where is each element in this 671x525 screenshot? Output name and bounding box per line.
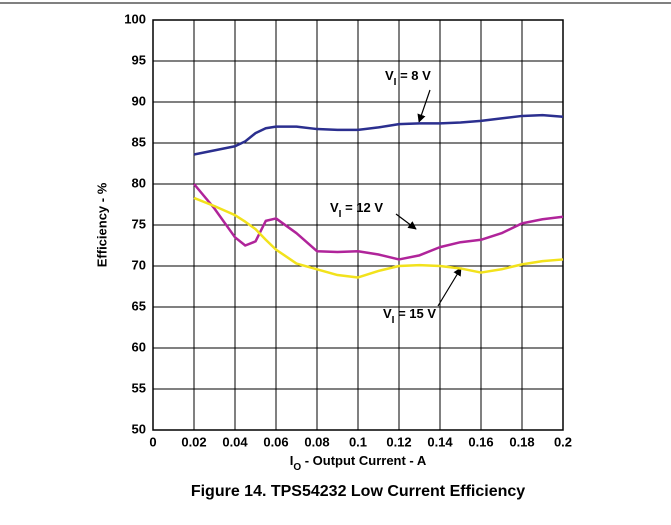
data-line bbox=[193, 196, 564, 279]
arrow bbox=[437, 267, 462, 307]
y-tick-label: 80 bbox=[132, 175, 146, 190]
y-tick-label: 85 bbox=[132, 134, 146, 149]
caption: Figure 14. TPS54232 Low Current Efficien… bbox=[191, 483, 525, 500]
y-tick-label: 90 bbox=[132, 93, 146, 108]
x-tick-label: 0.16 bbox=[468, 434, 493, 449]
data-line bbox=[193, 183, 564, 261]
y-tick-label: 95 bbox=[132, 52, 146, 67]
x-tick-label: 0.1 bbox=[349, 434, 367, 449]
y-tick-label: 60 bbox=[132, 339, 146, 354]
x-tick-label: 0.06 bbox=[263, 434, 288, 449]
text-rest: = 15 V bbox=[394, 306, 436, 321]
text-main: I bbox=[290, 453, 294, 468]
text-sub: I bbox=[394, 77, 397, 88]
annotation: VI = 15 V bbox=[383, 306, 436, 325]
y-tick-label: 50 bbox=[132, 421, 146, 436]
text-sub: I bbox=[339, 209, 342, 220]
text-main: V bbox=[383, 306, 392, 321]
x-tick-label: 0.2 bbox=[554, 434, 572, 449]
x-tick-label: 0.02 bbox=[181, 434, 206, 449]
text-rest: = 8 V bbox=[396, 68, 431, 83]
text-main: V bbox=[385, 68, 394, 83]
text-rest: = 12 V bbox=[341, 200, 383, 215]
x-tick-label: 0.04 bbox=[222, 434, 248, 449]
text-rest: - Output Current - A bbox=[301, 453, 427, 468]
annotation: VI = 8 V bbox=[385, 68, 431, 87]
y-axis-label: Efficiency - % bbox=[94, 182, 109, 267]
plot-frame bbox=[152, 19, 564, 431]
x-tick-label: 0.12 bbox=[386, 434, 411, 449]
y-tick-label: 75 bbox=[132, 216, 146, 231]
y-tick-label: 100 bbox=[124, 11, 146, 26]
y-tick-label: 70 bbox=[132, 257, 146, 272]
x-tick-label: 0 bbox=[149, 434, 156, 449]
text-sub: I bbox=[392, 315, 395, 326]
text-main: V bbox=[330, 200, 339, 215]
x-tick-label: 0.18 bbox=[509, 434, 534, 449]
data-line bbox=[193, 113, 564, 156]
x-axis-label: IO - Output Current - A bbox=[290, 453, 427, 472]
y-tick-label: 55 bbox=[132, 380, 146, 395]
annotation: VI = 12 V bbox=[330, 200, 383, 219]
y-tick-label: 65 bbox=[132, 298, 146, 313]
text-sub: O bbox=[293, 462, 301, 473]
x-tick-label: 0.08 bbox=[304, 434, 329, 449]
arrow bbox=[417, 89, 431, 123]
x-tick-label: 0.14 bbox=[427, 434, 453, 449]
